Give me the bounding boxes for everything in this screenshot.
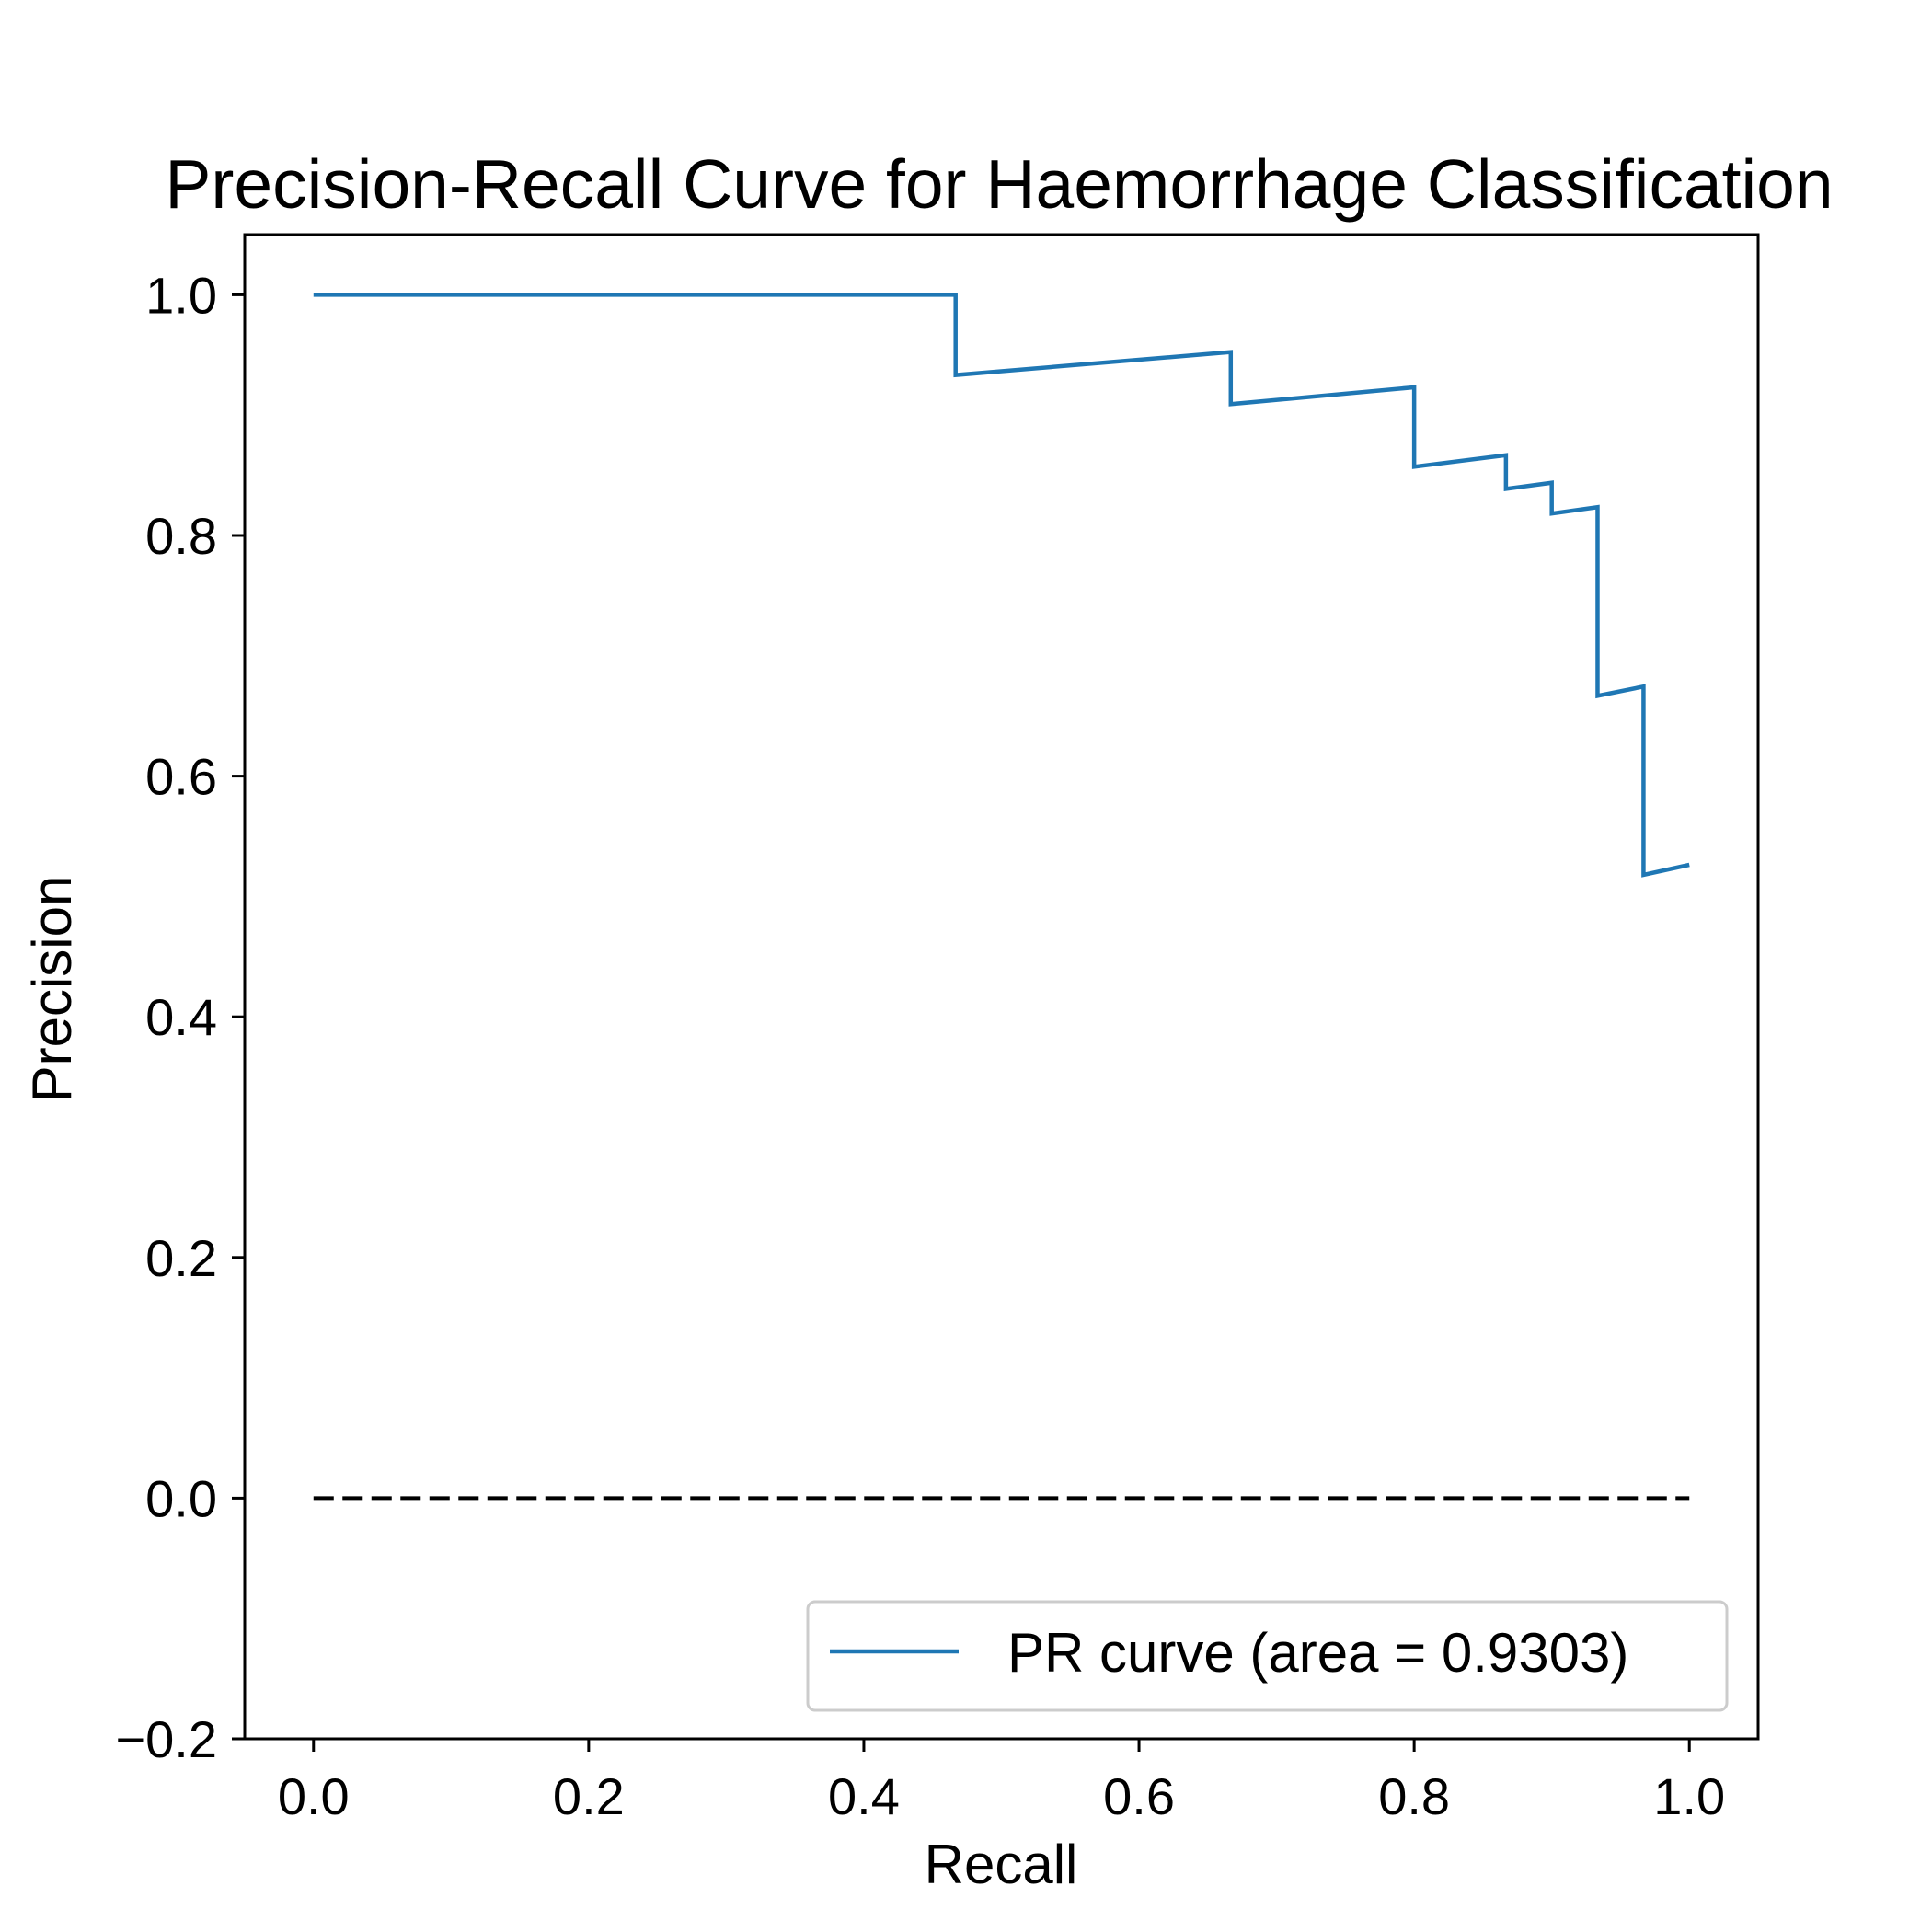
y-tick-label: −0.2	[115, 1710, 217, 1768]
x-tick-label: 1.0	[1653, 1767, 1725, 1825]
x-tick-label: 0.4	[828, 1767, 900, 1825]
y-tick-label: 0.6	[145, 748, 217, 806]
x-tick-label: 0.0	[278, 1767, 350, 1825]
y-tick-label: 0.0	[145, 1469, 217, 1527]
y-tick-label: 0.8	[145, 507, 217, 565]
y-axis-label: Precision	[21, 876, 83, 1103]
x-tick-label: 0.6	[1103, 1767, 1175, 1825]
y-tick-label: 0.4	[145, 988, 217, 1046]
y-tick-label: 0.2	[145, 1229, 217, 1287]
pr-curve-line	[313, 293, 1690, 878]
y-tick-label: 1.0	[145, 266, 217, 324]
plot-area	[243, 233, 1760, 1741]
x-axis-label: Recall	[925, 1834, 1078, 1895]
legend-box	[806, 1600, 1729, 1712]
legend: PR curve (area = 0.9303)	[806, 1600, 1729, 1712]
x-tick-label: 0.8	[1378, 1767, 1450, 1825]
y-axis-ticks: −0.2 0.0 0.2 0.4 0.6 0.8 1.0	[115, 266, 245, 1768]
chart-title: Precision-Recall Curve for Haemorrhage C…	[165, 145, 1833, 223]
legend-label-pr-curve: PR curve (area = 0.9303)	[1007, 1622, 1628, 1684]
x-tick-label: 0.2	[553, 1767, 625, 1825]
series-layer	[313, 293, 1690, 1501]
x-axis-ticks: 0.0 0.2 0.4 0.6 0.8 1.0	[278, 1739, 1725, 1825]
